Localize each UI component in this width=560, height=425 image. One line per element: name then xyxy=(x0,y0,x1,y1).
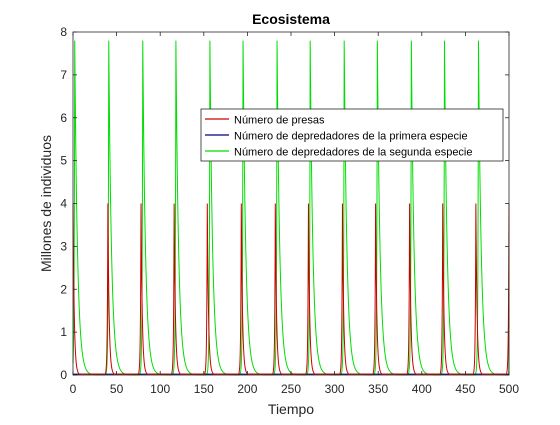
y-axis: 0 1 2 3 4 5 6 7 8 xyxy=(60,25,509,382)
x-tick-label: 100 xyxy=(150,382,170,396)
y-tick-label: 8 xyxy=(60,25,67,39)
legend-label-primera-especie: Número de depredadores de la primera esp… xyxy=(234,131,468,143)
legend: Número de presas Número de depredadores … xyxy=(200,108,504,162)
legend-label-presas: Número de presas xyxy=(234,115,325,127)
x-tick-label: 400 xyxy=(412,382,432,396)
y-tick-label: 3 xyxy=(60,239,67,253)
x-tick-label: 500 xyxy=(499,382,519,396)
x-tick-label: 300 xyxy=(325,382,345,396)
y-tick-label: 0 xyxy=(60,368,67,382)
y-axis-label: Millones de individuos xyxy=(38,135,54,272)
x-axis-label: Tiempo xyxy=(268,401,314,417)
x-tick-label: 50 xyxy=(110,382,124,396)
y-tick-label: 2 xyxy=(60,282,67,296)
y-tick-label: 5 xyxy=(60,154,67,168)
x-tick-label: 450 xyxy=(455,382,475,396)
y-tick-label: 7 xyxy=(60,68,67,82)
x-tick-label: 350 xyxy=(368,382,388,396)
x-tick-label: 200 xyxy=(237,382,257,396)
x-tick-label: 250 xyxy=(281,382,301,396)
x-tick-label: 0 xyxy=(70,382,77,396)
legend-label-segunda-especie: Número de depredadores de la segunda esp… xyxy=(234,147,473,159)
y-tick-label: 4 xyxy=(60,197,67,211)
plot-area xyxy=(73,32,509,375)
chart-title: Ecosistema xyxy=(252,11,330,27)
legend-box xyxy=(200,108,504,162)
x-tick-label: 150 xyxy=(194,382,214,396)
y-tick-label: 6 xyxy=(60,111,67,125)
x-axis: 0 50 100 150 200 250 300 350 400 450 500 xyxy=(70,32,519,396)
y-tick-label: 1 xyxy=(60,325,67,339)
